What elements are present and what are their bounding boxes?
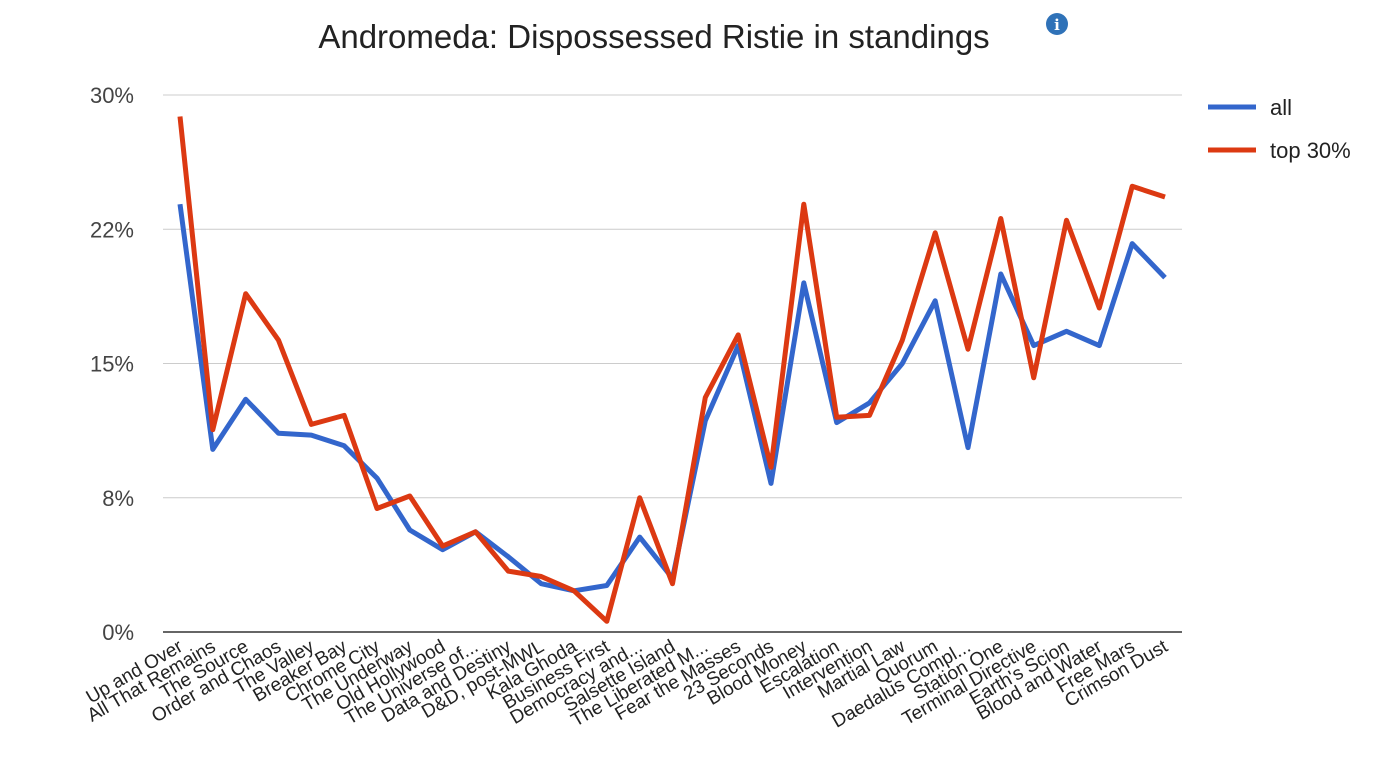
info-icon[interactable]: i <box>1046 13 1068 35</box>
chart-title: Andromeda: Dispossessed Ristie in standi… <box>318 18 989 55</box>
gridlines <box>163 94 1182 633</box>
series-line-0 <box>177 203 1167 594</box>
series-line-1 <box>177 116 1166 624</box>
legend: all top 30% <box>1208 95 1351 163</box>
legend-label[interactable]: top 30% <box>1270 138 1351 163</box>
svg-text:i: i <box>1054 16 1060 34</box>
series-lines <box>177 116 1167 624</box>
y-tick-label: 0% <box>102 620 134 645</box>
y-tick-label: 8% <box>102 486 134 511</box>
y-tick-label: 30% <box>90 83 134 108</box>
y-axis: 0% 8% 15% 22% 30% <box>90 83 134 645</box>
y-tick-label: 15% <box>90 352 134 377</box>
legend-label[interactable]: all <box>1270 95 1292 120</box>
y-tick-label: 22% <box>90 217 134 242</box>
